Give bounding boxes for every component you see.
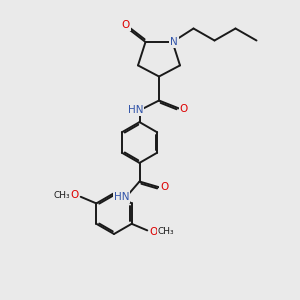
Text: HN: HN: [128, 105, 144, 116]
Text: O: O: [160, 182, 168, 193]
Text: O: O: [122, 20, 130, 31]
Text: CH₃: CH₃: [158, 227, 174, 236]
Text: CH₃: CH₃: [54, 191, 70, 200]
Text: N: N: [170, 37, 178, 47]
Text: O: O: [70, 190, 78, 200]
Text: O: O: [179, 103, 188, 114]
Text: O: O: [150, 227, 158, 237]
Text: HN: HN: [114, 192, 130, 202]
